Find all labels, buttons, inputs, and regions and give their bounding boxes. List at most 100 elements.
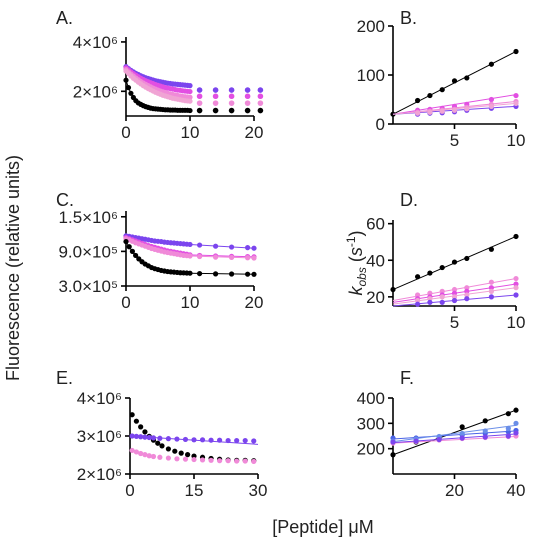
- x-tick-label: 0: [121, 293, 130, 312]
- data-point: [208, 457, 214, 463]
- x-tick-label: 20: [445, 481, 464, 500]
- fit-line: [392, 409, 517, 456]
- data-point: [242, 437, 248, 444]
- data-point: [415, 274, 421, 280]
- x-axis-title: [Peptide] μM: [272, 517, 373, 537]
- data-point: [257, 87, 264, 93]
- data-point: [133, 252, 139, 259]
- data-point: [513, 275, 519, 282]
- data-point: [142, 452, 148, 458]
- x-tick-label: 10: [507, 313, 526, 332]
- data-point: [172, 448, 178, 454]
- data-point: [133, 418, 139, 424]
- data-point: [513, 48, 519, 55]
- data-point: [505, 411, 511, 417]
- data-point: [257, 100, 264, 106]
- x-tick-label: 0: [121, 123, 130, 142]
- data-point: [505, 425, 511, 431]
- data-point: [464, 296, 470, 302]
- data-point: [459, 435, 465, 441]
- x-tick-label: 15: [185, 481, 204, 500]
- data-point: [251, 458, 257, 465]
- data-point: [155, 440, 161, 446]
- y-tick-label: 200: [357, 440, 385, 459]
- data-point: [244, 100, 251, 106]
- data-point: [123, 77, 129, 83]
- data-point: [390, 452, 396, 458]
- data-point: [142, 434, 148, 440]
- y-tick-label: 2×10⁶: [77, 465, 122, 484]
- data-point: [427, 296, 433, 302]
- panel-letter: E.: [56, 368, 73, 388]
- data-point: [244, 107, 251, 114]
- data-point: [208, 437, 214, 443]
- data-point: [427, 109, 433, 115]
- data-point: [129, 447, 135, 454]
- x-tick-label: 40: [507, 481, 526, 500]
- data-point: [415, 292, 421, 298]
- data-point: [451, 78, 458, 84]
- data-point: [513, 233, 519, 240]
- data-point: [244, 87, 251, 93]
- panel-5: E. 0 15 30 2×10⁶ 3×10⁶ 4×10⁶: [56, 368, 267, 500]
- data-point: [451, 259, 458, 265]
- data-point: [150, 435, 157, 441]
- data-point: [185, 452, 191, 458]
- data-point: [234, 458, 240, 464]
- data-point: [488, 61, 494, 67]
- data-point: [228, 100, 235, 106]
- data-point: [451, 297, 458, 304]
- data-point: [138, 450, 144, 457]
- y-axis-title: Fluorescence (relative units): [3, 155, 23, 381]
- data-point: [228, 93, 235, 100]
- x-tick-label: 5: [450, 313, 459, 332]
- y-tick-label: 60: [366, 215, 385, 234]
- data-point: [482, 434, 488, 440]
- data-point: [196, 100, 203, 106]
- panel-1: A. 0 10 20 2×10⁶ 4×10⁶: [56, 8, 263, 142]
- data-point: [129, 248, 135, 254]
- data-point: [126, 244, 132, 250]
- data-point: [436, 436, 442, 443]
- data-point: [464, 285, 470, 291]
- data-point: [513, 100, 519, 107]
- panel-3: C. 0 10 20 3.0×10⁵ 9.0×10⁵ 1.5×10⁶: [56, 190, 263, 312]
- data-point: [439, 87, 445, 93]
- data-point: [196, 107, 203, 114]
- data-point: [225, 437, 231, 444]
- y-tick-label: 3×10⁶: [77, 427, 122, 446]
- data-point: [157, 435, 163, 441]
- data-point: [187, 94, 193, 100]
- y-tick-label: 4×10⁶: [77, 389, 122, 408]
- data-point: [129, 412, 135, 418]
- data-point: [182, 456, 189, 462]
- data-point: [174, 456, 180, 462]
- data-point: [182, 436, 189, 443]
- data-point: [178, 450, 184, 456]
- data-point: [488, 96, 494, 103]
- data-point: [133, 449, 139, 455]
- data-point: [482, 418, 488, 424]
- data-point: [390, 286, 396, 293]
- panel-letter: F.: [400, 368, 414, 388]
- data-point: [451, 294, 458, 300]
- panel-letter: C.: [56, 190, 74, 210]
- data-point: [165, 446, 171, 452]
- data-point: [242, 458, 248, 464]
- data-point: [488, 246, 494, 252]
- data-point: [165, 455, 171, 461]
- data-point: [228, 107, 235, 114]
- data-point: [138, 434, 144, 440]
- data-point: [513, 407, 519, 413]
- data-point: [459, 430, 465, 437]
- data-point: [191, 437, 197, 443]
- data-point: [212, 107, 219, 114]
- data-point: [488, 288, 494, 294]
- data-point: [125, 85, 132, 91]
- y-tick-label: 400: [357, 389, 385, 408]
- data-point: [225, 458, 231, 464]
- data-point: [199, 437, 206, 443]
- data-point: [138, 424, 144, 430]
